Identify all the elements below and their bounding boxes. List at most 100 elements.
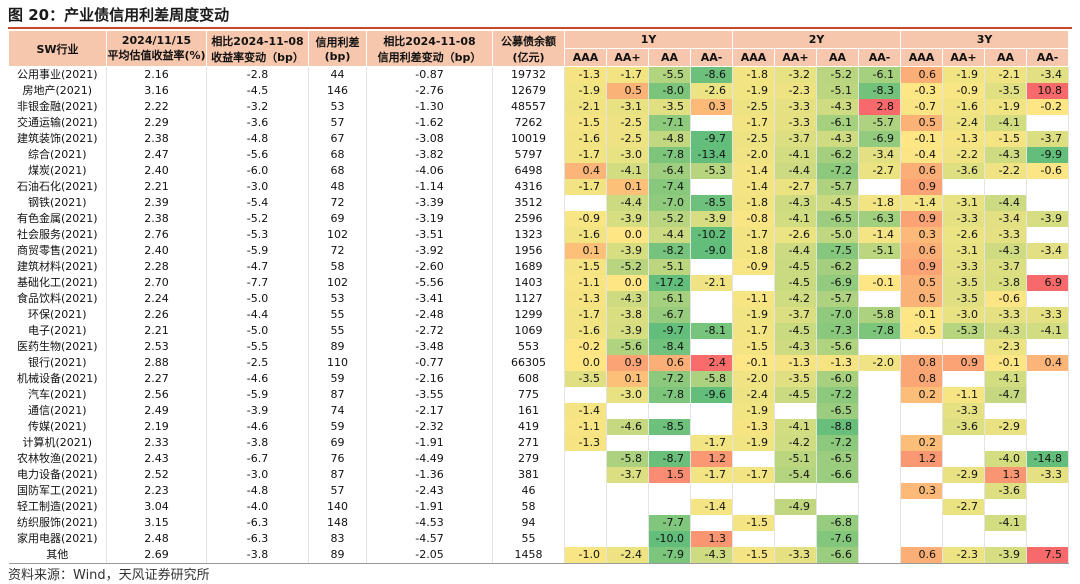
change-cell-1y-aaplus: -3.9 — [606, 323, 649, 339]
change-cell-2y-aa: -4.3 — [816, 99, 859, 115]
yield-cell: 2.47 — [106, 147, 207, 163]
change-cell-2y-aaa — [732, 531, 775, 547]
yield-change-cell: -6.3 — [206, 515, 309, 531]
change-cell-3y-aaplus — [942, 371, 985, 387]
change-cell-3y-aaplus: -3.0 — [942, 307, 985, 323]
yield-cell: 2.19 — [106, 419, 207, 435]
change-cell-1y-aaminus: -1.7 — [690, 435, 733, 451]
spread-change-cell: -5.56 — [366, 275, 493, 291]
balance-cell: 6498 — [492, 163, 565, 179]
change-cell-3y-aaa: 0.9 — [900, 179, 943, 195]
change-cell-1y-aa: 0.6 — [648, 355, 691, 371]
balance-cell: 5797 — [492, 147, 565, 163]
change-cell-2y-aaplus: -4.1 — [774, 211, 817, 227]
change-cell-1y-aaminus: -10.2 — [690, 227, 733, 243]
change-cell-2y-aa: -5.7 — [816, 291, 859, 307]
table-row: 其他 2.69 -3.8 89 -2.05 1458 -1.0 -2.4 -7.9 -4.3 -1.… — [8, 547, 1069, 564]
industry-cell: 汽车(2021) — [8, 387, 107, 403]
change-cell-3y-aaminus: -14.8 — [1026, 451, 1069, 467]
change-cell-1y-aa: -5.2 — [648, 211, 691, 227]
change-cell-3y-aaminus: 0.4 — [1026, 355, 1069, 371]
col-spread: 信用利差 (bp) — [308, 30, 367, 67]
change-cell-1y-aaa: -1.5 — [564, 259, 607, 275]
yield-change-cell: -5.6 — [206, 147, 309, 163]
change-cell-2y-aa: -6.1 — [816, 115, 859, 131]
yield-change-cell: -6.3 — [206, 531, 309, 547]
change-cell-1y-aaa: 0.4 — [564, 163, 607, 179]
change-cell-2y-aa: -7.2 — [816, 163, 859, 179]
title-divider — [8, 27, 1072, 29]
balance-cell: 1069 — [492, 323, 565, 339]
yield-change-cell: -4.7 — [206, 259, 309, 275]
change-cell-3y-aa: -3.6 — [984, 483, 1027, 499]
change-cell-1y-aaa: -1.1 — [564, 419, 607, 435]
industry-cell: 银行(2021) — [8, 355, 107, 371]
change-cell-3y-aa: -3.3 — [984, 227, 1027, 243]
change-cell-1y-aaminus: -1.7 — [690, 467, 733, 483]
balance-cell: 553 — [492, 339, 565, 355]
change-cell-2y-aaa: -1.9 — [732, 83, 775, 99]
change-cell-1y-aaminus — [690, 179, 733, 195]
yield-cell: 2.29 — [106, 115, 207, 131]
change-cell-3y-aa: -3.7 — [984, 259, 1027, 275]
change-cell-3y-aaa: 0.6 — [900, 163, 943, 179]
rating-3y-aaplus: AA+ — [942, 48, 985, 67]
change-cell-2y-aaplus: -4.3 — [774, 195, 817, 211]
change-cell-1y-aa: -7.2 — [648, 371, 691, 387]
change-cell-1y-aaminus: -5.3 — [690, 163, 733, 179]
spread-cell: 72 — [308, 195, 367, 211]
change-cell-2y-aaminus — [858, 339, 901, 355]
table-row: 石油石化(2021) 2.21 -3.0 48 -1.14 4316 -1.7 0.1 -7.4… — [8, 179, 1069, 195]
change-cell-1y-aaminus: -8.1 — [690, 323, 733, 339]
yield-cell: 2.69 — [106, 547, 207, 564]
change-cell-3y-aaa: 0.5 — [900, 275, 943, 291]
change-cell-3y-aaplus: -1.1 — [942, 387, 985, 403]
col-yield: 2024/11/15 平均估值收益率(%) — [106, 30, 207, 67]
yield-cell: 2.52 — [106, 467, 207, 483]
yield-change-cell: -4.0 — [206, 499, 309, 515]
change-cell-3y-aaa — [900, 531, 943, 547]
change-cell-1y-aaplus: -5.6 — [606, 339, 649, 355]
change-cell-2y-aa: -5.1 — [816, 83, 859, 99]
change-cell-1y-aaplus — [606, 531, 649, 547]
change-cell-3y-aa: -3.8 — [984, 275, 1027, 291]
industry-cell: 商贸零售(2021) — [8, 243, 107, 259]
table-row: 社会服务(2021) 2.76 -5.3 102 -3.51 1323 -1.6 0.0 -4.… — [8, 227, 1069, 243]
change-cell-1y-aaa: 0.1 — [564, 243, 607, 259]
change-cell-2y-aaminus — [858, 531, 901, 547]
change-cell-3y-aa: -2.2 — [984, 163, 1027, 179]
change-cell-3y-aaa — [900, 419, 943, 435]
change-cell-1y-aa: -8.5 — [648, 419, 691, 435]
col-yield-change-line1: 相比2024-11-08 — [211, 34, 304, 48]
change-cell-3y-aaplus: -2.6 — [942, 227, 985, 243]
change-cell-1y-aaminus: -2.1 — [690, 275, 733, 291]
change-cell-1y-aaa: -1.9 — [564, 83, 607, 99]
spread-change-cell: -3.55 — [366, 387, 493, 403]
change-cell-2y-aaplus: -3.3 — [774, 547, 817, 564]
change-cell-3y-aaminus — [1026, 371, 1069, 387]
spread-cell: 68 — [308, 163, 367, 179]
change-cell-2y-aaminus: -6.3 — [858, 211, 901, 227]
change-cell-3y-aa: -3.4 — [984, 211, 1027, 227]
industry-cell: 轻工制造(2021) — [8, 499, 107, 515]
rating-1y-aaplus: AA+ — [606, 48, 649, 67]
change-cell-1y-aaplus: -4.1 — [606, 163, 649, 179]
spread-cell: 72 — [308, 243, 367, 259]
change-cell-2y-aa: -6.9 — [816, 275, 859, 291]
col-spread-change-line1: 相比2024-11-08 — [383, 34, 476, 48]
change-cell-2y-aa: -7.0 — [816, 307, 859, 323]
spread-change-cell: -1.62 — [366, 115, 493, 131]
rating-1y-aa: AA — [648, 48, 691, 67]
change-cell-1y-aaplus: 0.0 — [606, 275, 649, 291]
change-cell-1y-aaplus — [606, 403, 649, 419]
change-cell-1y-aa: -7.4 — [648, 179, 691, 195]
yield-cell: 2.26 — [106, 307, 207, 323]
change-cell-1y-aaplus: 0.9 — [606, 355, 649, 371]
col-spread-line1: 信用利差 — [315, 36, 360, 49]
balance-cell: 1956 — [492, 243, 565, 259]
change-cell-1y-aaminus: -9.6 — [690, 387, 733, 403]
change-cell-1y-aa: -4.8 — [648, 131, 691, 147]
spread-cell: 89 — [308, 547, 367, 564]
change-cell-3y-aa: -2.3 — [984, 339, 1027, 355]
change-cell-1y-aa: -7.9 — [648, 547, 691, 564]
